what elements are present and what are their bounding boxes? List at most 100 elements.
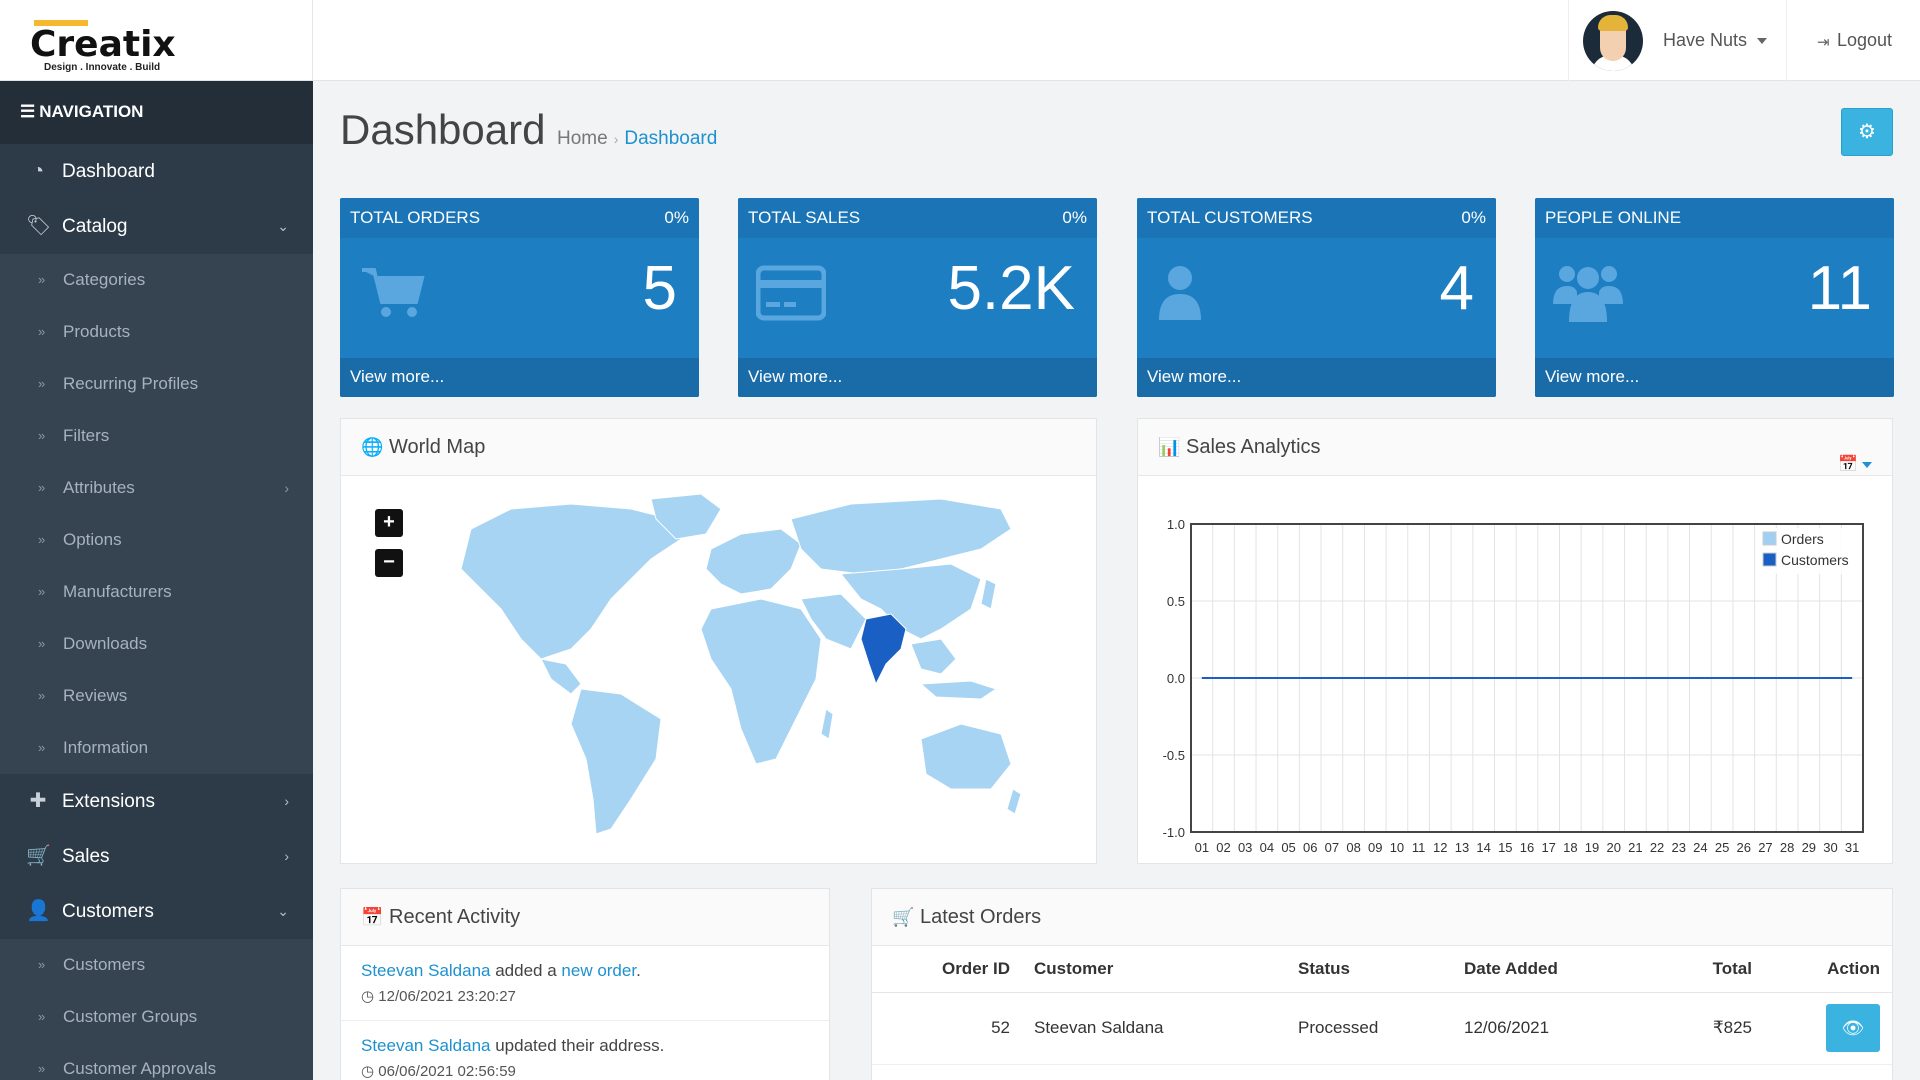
caret-down-icon	[1862, 461, 1872, 468]
tile-view-more-link[interactable]: View more...	[1535, 358, 1894, 397]
legend-label: Customers	[1781, 552, 1849, 568]
tile-view-more-link[interactable]: View more...	[738, 358, 1097, 397]
chevron-right-icon: ›	[284, 793, 289, 809]
sidebar-subitem-filters[interactable]: » Filters	[0, 410, 313, 462]
sidebar-subitem-downloads[interactable]: » Downloads	[0, 618, 313, 670]
x-tick-label: 19	[1585, 840, 1599, 855]
x-tick-label: 31	[1845, 840, 1859, 855]
avatar[interactable]	[1583, 11, 1643, 71]
sidebar-subitem-information[interactable]: » Information	[0, 722, 313, 774]
view-order-button[interactable]: 👁	[1826, 1004, 1880, 1052]
sidebar-subitem-categories[interactable]: » Categories	[0, 254, 313, 306]
tile-title: TOTAL ORDERS	[350, 208, 481, 227]
x-tick-label: 11	[1412, 840, 1426, 855]
sidebar-item-extensions[interactable]: ✚ Extensions ›	[0, 774, 313, 829]
x-tick-label: 04	[1260, 840, 1274, 855]
sidebar-subitem-customers[interactable]: » Customers	[0, 939, 313, 991]
tile-title: TOTAL CUSTOMERS	[1147, 208, 1313, 227]
activity-item: Steevan Saldana updated their address. ◷…	[341, 1021, 829, 1080]
map-australia	[920, 723, 1012, 790]
tile-percent: 0%	[664, 208, 689, 227]
sidebar-item-catalog[interactable]: 🏷 Catalog ⌄	[0, 199, 313, 254]
sidebar-subitem-options[interactable]: » Options	[0, 514, 313, 566]
activity-time: 12/06/2021 23:20:27	[378, 988, 516, 1005]
logo-tagline: Design . Innovate . Build	[44, 62, 161, 73]
tile-total-customers: TOTAL CUSTOMERS 0% 4 View more...	[1137, 198, 1496, 397]
y-tick-label: 0.0	[1167, 671, 1185, 686]
x-tick-label: 30	[1823, 840, 1837, 855]
recent-activity-panel: 📅 Recent Activity Steevan Saldana added a…	[340, 888, 830, 1080]
double-chevron-icon: »	[38, 376, 46, 391]
tile-view-more-link[interactable]: View more...	[340, 358, 699, 397]
x-tick-label: 01	[1195, 840, 1209, 855]
tile-value: 5.2K	[947, 254, 1075, 323]
activity-time: 06/06/2021 02:56:59	[378, 1063, 516, 1080]
zoom-out-button[interactable]: −	[375, 549, 403, 577]
bar-chart-icon: 📊	[1158, 437, 1181, 457]
sidebar-subitem-reviews[interactable]: » Reviews	[0, 670, 313, 722]
sidebar-item-customers[interactable]: 👤 Customers ⌄	[0, 884, 313, 939]
map-japan	[980, 578, 997, 610]
map-north-america	[460, 503, 682, 660]
developer-settings-button[interactable]: ⚙	[1841, 108, 1893, 156]
orders-table: Order ID Customer Status Date Added Tota…	[872, 946, 1892, 1065]
col-total[interactable]: Total	[1652, 946, 1764, 993]
brand-logo[interactable]: Creatix Design . Innovate . Build	[0, 0, 313, 81]
sidebar-subitem-customer-approvals[interactable]: » Customer Approvals	[0, 1043, 313, 1080]
map-south-america	[570, 688, 662, 835]
double-chevron-icon: »	[38, 584, 46, 599]
activity-actor-link[interactable]: Steevan Saldana	[361, 1036, 491, 1055]
cell-order-id: 52	[872, 992, 1022, 1065]
puzzle-icon: ✚	[29, 790, 47, 812]
x-tick-label: 17	[1541, 840, 1555, 855]
y-tick-label: 1.0	[1167, 517, 1185, 532]
double-chevron-icon: »	[38, 1061, 46, 1076]
sidebar-item-sales[interactable]: 🛒 Sales ›	[0, 829, 313, 884]
tile-people-online: PEOPLE ONLINE 11 View more...	[1535, 198, 1894, 397]
world-map[interactable]	[421, 489, 1021, 849]
cell-total: ₹825	[1652, 992, 1764, 1065]
date-range-dropdown[interactable]: 📅	[1838, 437, 1872, 493]
y-tick-label: -1.0	[1163, 825, 1185, 840]
tile-view-more-link[interactable]: View more...	[1137, 358, 1496, 397]
legend-swatch	[1762, 552, 1777, 567]
x-tick-label: 10	[1390, 840, 1404, 855]
sidebar-subitem-attributes[interactable]: » Attributes ›	[0, 462, 313, 514]
double-chevron-icon: »	[38, 480, 46, 495]
x-tick-label: 25	[1715, 840, 1729, 855]
panel-title: Latest Orders	[920, 906, 1042, 928]
logo-text: Creatix	[30, 24, 176, 65]
sidebar-subitem-manufacturers[interactable]: » Manufacturers	[0, 566, 313, 618]
user-icon: 👤	[26, 900, 51, 922]
breadcrumb-current[interactable]: Dashboard	[624, 128, 718, 149]
globe-icon: 🌐	[361, 437, 384, 457]
calendar-icon: 📅	[1838, 456, 1858, 473]
tile-title: TOTAL SALES	[748, 208, 861, 227]
chevron-down-icon: ⌄	[277, 218, 289, 234]
hamburger-icon: ☰	[20, 102, 36, 121]
zoom-in-button[interactable]: +	[375, 509, 403, 537]
sidebar-subitem-recurring-profiles[interactable]: » Recurring Profiles	[0, 358, 313, 410]
activity-item: Steevan Saldana added a new order. ◷ 12/…	[341, 946, 829, 1021]
x-tick-label: 14	[1476, 840, 1490, 855]
legend-label: Orders	[1781, 531, 1824, 547]
user-menu[interactable]: Have Nuts	[1568, 0, 1786, 81]
map-indonesia	[919, 680, 998, 700]
col-date-added[interactable]: Date Added	[1452, 946, 1652, 993]
sidebar-subitem-customer-groups[interactable]: » Customer Groups	[0, 991, 313, 1043]
logout-button[interactable]: ⇥ Logout	[1786, 0, 1920, 81]
double-chevron-icon: »	[38, 272, 46, 287]
sidebar-item-dashboard[interactable]: ◔ Dashboard	[0, 144, 313, 199]
col-customer[interactable]: Customer	[1022, 946, 1286, 993]
col-action: Action	[1764, 946, 1892, 993]
x-tick-label: 13	[1455, 840, 1469, 855]
x-tick-label: 07	[1325, 840, 1339, 855]
x-tick-label: 03	[1238, 840, 1252, 855]
sidebar-subitem-products[interactable]: » Products	[0, 306, 313, 358]
activity-actor-link[interactable]: Steevan Saldana	[361, 961, 491, 980]
breadcrumb-home[interactable]: Home	[557, 128, 608, 149]
col-order-id[interactable]: Order ID	[872, 946, 1022, 993]
x-tick-label: 23	[1672, 840, 1686, 855]
activity-target-link[interactable]: new order	[561, 961, 637, 980]
col-status[interactable]: Status	[1286, 946, 1452, 993]
